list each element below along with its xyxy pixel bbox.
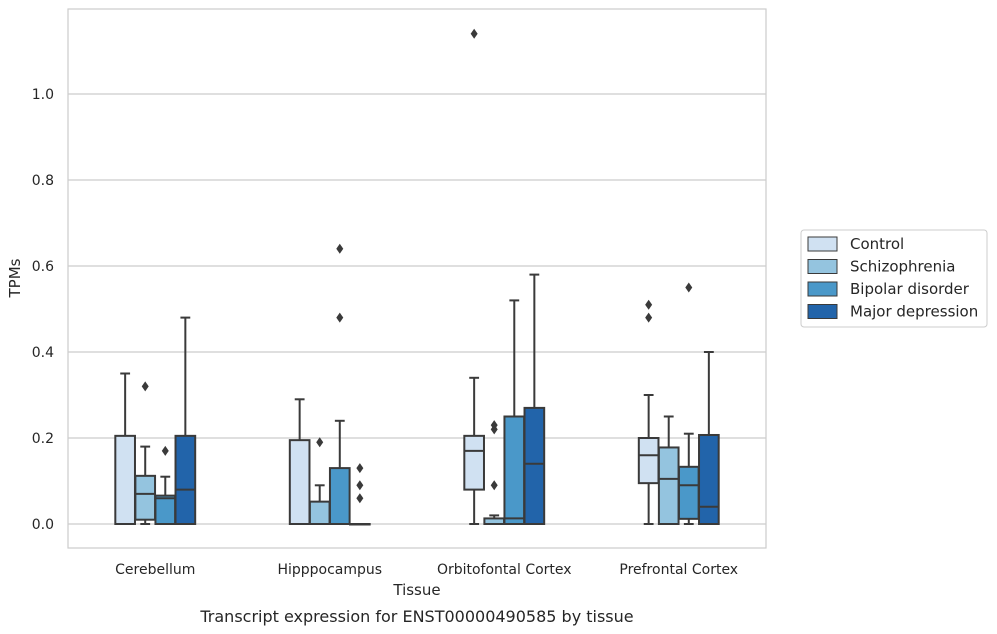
outlier-point: [490, 480, 498, 491]
box-major-depression: [174, 316, 197, 526]
box-body: [288, 439, 311, 525]
y-axis-title: TPMs: [6, 258, 24, 298]
box-body: [463, 434, 485, 491]
legend-frame: [800, 229, 988, 328]
box-body: [114, 434, 136, 526]
legend-label: Major depression: [850, 303, 978, 321]
box-body: [657, 446, 680, 525]
box-control: [288, 398, 311, 525]
outlier-point: [645, 299, 653, 310]
outlier-point: [470, 28, 478, 39]
legend-swatch: [807, 236, 838, 252]
legend-swatch: [807, 281, 838, 297]
box-bipolar-disorder: [154, 445, 177, 525]
box-major-depression: [349, 463, 371, 526]
outlier-point: [356, 493, 364, 504]
legend-swatch: [807, 259, 838, 274]
box-bipolar-disorder: [503, 299, 526, 525]
box-major-depression: [523, 273, 546, 525]
legend-label: Control: [850, 235, 904, 253]
y-tick-label: 0.6: [32, 259, 54, 275]
legend-swatch: [807, 304, 838, 319]
box-schizophrenia: [308, 437, 331, 526]
outlier-point: [141, 381, 149, 392]
box-body: [503, 415, 526, 525]
box-body: [134, 474, 157, 521]
outlier-point: [336, 243, 344, 254]
outlier-point: [161, 445, 169, 456]
y-tick-label: 1.0: [32, 87, 54, 103]
y-tick-labels: 0.0 0.2 0.4 0.6 0.8 1.0: [32, 87, 54, 533]
y-tick-label: 0.8: [32, 173, 54, 189]
legend-label: Schizophrenia: [850, 258, 955, 276]
box-body: [523, 406, 546, 525]
legend-label: Bipolar disorder: [850, 280, 970, 298]
box-body: [637, 437, 660, 485]
outlier-point: [490, 420, 498, 431]
box-major-depression: [698, 351, 720, 525]
box-series: [114, 28, 720, 526]
box-body: [328, 467, 351, 526]
y-tick-label: 0.2: [32, 431, 54, 447]
box-control: [637, 299, 660, 525]
box-body: [677, 465, 700, 520]
x-tick-label: Hipppocampus: [277, 562, 382, 578]
box-body: [698, 433, 720, 525]
y-tick-label: 0.4: [32, 345, 54, 361]
box-body: [174, 434, 197, 526]
box-bipolar-disorder: [328, 243, 351, 526]
outlier-point: [316, 437, 324, 448]
box-body: [154, 494, 177, 525]
outlier-point: [356, 463, 364, 474]
x-tick-labels: Cerebellum Hipppocampus Orbitofontal Corte…: [115, 562, 738, 578]
chart-caption: Transcript expression for ENST0000049058…: [199, 607, 633, 626]
box-body: [308, 500, 331, 526]
x-axis-title: Tissue: [392, 581, 440, 599]
outlier-point: [336, 312, 344, 323]
y-tick-label: 0.0: [32, 517, 54, 533]
x-tick-label: Cerebellum: [115, 562, 195, 578]
box-schizophrenia: [483, 420, 506, 525]
x-tick-label: Orbitofontal Cortex: [437, 562, 572, 578]
x-tick-label: Prefrontal Cortex: [619, 562, 738, 578]
box-control: [463, 28, 485, 525]
outlier-point: [645, 312, 653, 323]
box-bipolar-disorder: [677, 282, 700, 525]
outlier-point: [356, 480, 364, 491]
outlier-point: [685, 282, 693, 293]
legend: Control Schizophrenia Bipolar disorder Majo…: [800, 229, 988, 328]
